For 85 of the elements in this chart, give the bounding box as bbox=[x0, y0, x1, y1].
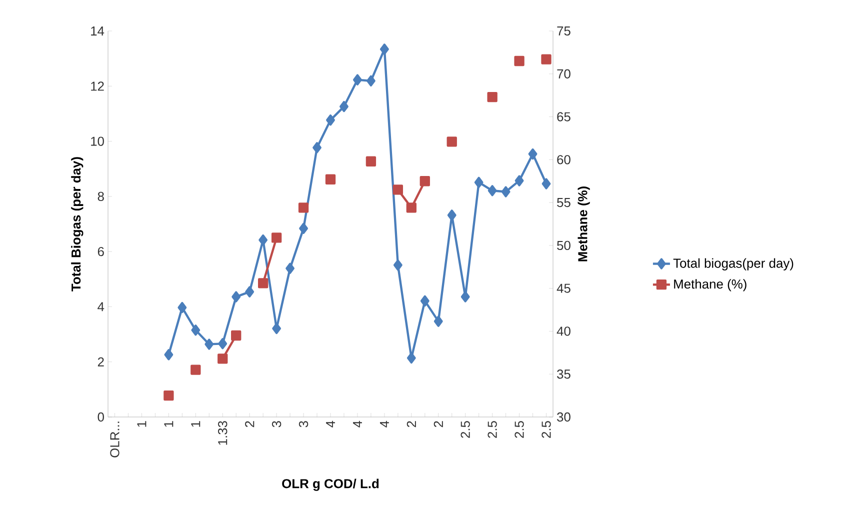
point bbox=[420, 295, 430, 306]
point bbox=[298, 202, 309, 213]
x-tick-label: 2.5 bbox=[542, 421, 551, 438]
point bbox=[392, 184, 404, 195]
point bbox=[353, 74, 362, 86]
y2-tick-label: 45 bbox=[556, 284, 570, 293]
y-tick-label: 10 bbox=[91, 136, 104, 146]
y2-axis-title: Methane (%) bbox=[578, 186, 590, 262]
y2-tick-label: 65 bbox=[557, 112, 570, 122]
x-tick-label: 1 bbox=[137, 421, 146, 427]
point bbox=[218, 338, 228, 350]
x-tick-label: 3 bbox=[272, 421, 282, 428]
point bbox=[514, 175, 524, 186]
x-tick-label: 2 bbox=[245, 421, 254, 428]
point bbox=[232, 291, 241, 302]
y-tick-label: 6 bbox=[98, 246, 104, 256]
point bbox=[366, 75, 376, 86]
y2-tick-label: 50 bbox=[557, 240, 570, 250]
point bbox=[447, 210, 456, 221]
y2-tick-label: 70 bbox=[557, 69, 570, 78]
x-tick-label: 1 bbox=[191, 421, 200, 427]
x-tick-label: 1.33 bbox=[218, 421, 228, 445]
x-axis-title: OLR g COD/ L.d bbox=[282, 478, 379, 491]
point bbox=[434, 316, 443, 327]
point bbox=[528, 148, 538, 160]
x-tick-label: 2.5 bbox=[460, 421, 470, 438]
point bbox=[326, 114, 335, 126]
point bbox=[488, 185, 497, 196]
point bbox=[299, 222, 308, 234]
x-tick-label: 1 bbox=[164, 421, 174, 427]
point bbox=[178, 302, 187, 314]
point bbox=[286, 262, 295, 274]
y-tick-label: 14 bbox=[91, 26, 104, 36]
y-axis-title: Total Biogas (per day) bbox=[71, 157, 84, 292]
x-tick-label: 4 bbox=[380, 420, 389, 428]
point bbox=[190, 364, 201, 375]
x-tick-label: OLR... bbox=[110, 422, 120, 458]
point bbox=[164, 390, 174, 401]
point bbox=[191, 324, 200, 336]
point bbox=[218, 354, 228, 364]
y-tick-label: 8 bbox=[98, 192, 104, 202]
point bbox=[514, 56, 524, 66]
y2-tick-label: 55 bbox=[557, 198, 570, 208]
y2-tick-label: 35 bbox=[557, 370, 570, 379]
point bbox=[204, 338, 214, 350]
legend-label: Total biogas(per day) bbox=[673, 258, 794, 270]
point bbox=[325, 174, 336, 184]
y-tick-label: 2 bbox=[98, 357, 104, 366]
point bbox=[542, 178, 551, 190]
y2-tick-label: 75 bbox=[557, 26, 570, 36]
x-tick-label: 2 bbox=[434, 421, 443, 428]
y-tick-label: 12 bbox=[91, 82, 104, 91]
y-tick-label: 0 bbox=[98, 412, 104, 422]
point bbox=[406, 352, 416, 364]
y2-tick-label: 40 bbox=[556, 326, 570, 336]
point bbox=[340, 100, 348, 112]
point bbox=[380, 44, 389, 55]
x-tick-label: 4 bbox=[353, 420, 362, 428]
x-tick-label: 4 bbox=[326, 420, 335, 428]
y-tick-label: 4 bbox=[98, 302, 104, 312]
point bbox=[474, 176, 484, 188]
x-tick-label: 2 bbox=[406, 421, 416, 428]
legend-label: Methane (%) bbox=[674, 279, 746, 292]
point bbox=[460, 291, 470, 302]
point bbox=[271, 232, 282, 243]
x-tick-label: 2.5 bbox=[514, 421, 524, 438]
point bbox=[501, 186, 510, 198]
point bbox=[258, 278, 268, 288]
x-tick-label: 2.5 bbox=[488, 421, 497, 438]
y2-tick-label: 60 bbox=[557, 155, 570, 164]
point bbox=[487, 92, 498, 102]
point bbox=[258, 234, 268, 246]
point bbox=[446, 136, 457, 147]
point bbox=[393, 260, 402, 271]
point bbox=[420, 176, 430, 186]
point bbox=[541, 54, 552, 64]
point bbox=[231, 330, 242, 341]
y2-tick-label: 30 bbox=[557, 412, 570, 422]
point bbox=[406, 202, 416, 213]
x-tick-label: 3 bbox=[298, 421, 308, 428]
point bbox=[366, 156, 376, 166]
point bbox=[245, 286, 254, 298]
point bbox=[164, 349, 174, 360]
point bbox=[272, 322, 282, 334]
point bbox=[312, 142, 322, 154]
